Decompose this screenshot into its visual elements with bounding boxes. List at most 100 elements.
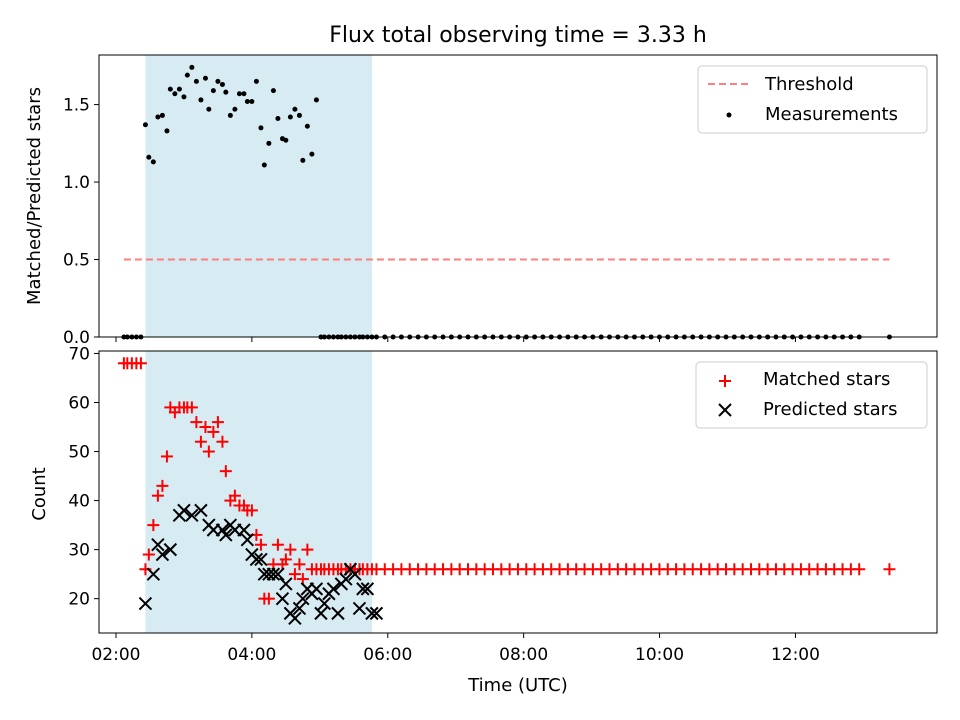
- measurement-point: [253, 78, 259, 84]
- measurement-point: [146, 154, 152, 160]
- count-panel: 20 30 40 50 60 70 02:00 04:00 06:00 08:00 10:00 12…: [29, 344, 938, 696]
- measurement-point: [275, 116, 281, 122]
- x-tick-label: 08:00: [499, 645, 548, 665]
- bottom-axes-frame: [98, 350, 938, 634]
- predicted-point: [271, 567, 285, 581]
- predicted-point: [240, 533, 255, 547]
- predicted-point: [317, 596, 332, 611]
- measurement-point: [300, 157, 306, 163]
- predicted-point: [237, 523, 251, 537]
- measurements-legend-marker: [726, 112, 732, 118]
- x-tick-label: 10:00: [635, 645, 684, 665]
- predicted-point: [138, 596, 153, 611]
- predicted-legend-marker: [718, 403, 732, 417]
- matched-point: [194, 435, 207, 448]
- predicted-point: [185, 508, 199, 523]
- measurement-point: [249, 98, 255, 104]
- flux-ratio-plot: [121, 64, 892, 340]
- predicted-point: [249, 552, 264, 567]
- predicted-point: [292, 601, 307, 616]
- predicted-point: [254, 552, 268, 567]
- measurement-point: [236, 91, 242, 97]
- predicted-point: [155, 547, 170, 562]
- measurement-point: [215, 78, 221, 84]
- matched-legend-marker: [719, 375, 731, 387]
- measurement-point: [172, 91, 178, 97]
- measurement-point: [241, 91, 247, 97]
- predicted-point: [151, 538, 165, 552]
- matched-point: [219, 465, 232, 478]
- top-y-ticks: 0.0 0.5 1.0 1.5: [63, 96, 99, 348]
- observing-span-top: [145, 55, 372, 337]
- bottom-legend-box: [695, 361, 928, 429]
- measurement-point: [184, 72, 190, 78]
- flux-ratio-panel: 0.0 0.5 1.0 1.5 Flux total observing time =…: [24, 23, 938, 348]
- measurement-point: [244, 98, 250, 104]
- measurement-point: [159, 112, 165, 118]
- measurement-point: [142, 122, 148, 128]
- measurement-point: [227, 112, 233, 118]
- measurement-point: [270, 88, 276, 94]
- top-legend: Threshold Measurements: [697, 65, 928, 134]
- matched-point: [202, 445, 215, 458]
- observing-span-bottom: [145, 351, 372, 633]
- matched-point: [160, 450, 173, 463]
- matched-point: [288, 568, 301, 581]
- measurement-point: [167, 86, 173, 92]
- x-tick-label: 06:00: [363, 645, 412, 665]
- measurement-point: [283, 137, 289, 143]
- measurement-point: [258, 125, 264, 131]
- bottom-legend: Matched stars Predicted stars: [695, 361, 928, 429]
- measurements-legend-label: Measurements: [765, 104, 898, 125]
- matched-point: [142, 548, 155, 561]
- matched-point: [279, 553, 292, 566]
- x-tick-label: 04:00: [227, 645, 276, 665]
- predicted-point: [266, 567, 281, 581]
- measurement-point: [206, 106, 212, 112]
- matched-point: [151, 489, 164, 502]
- predicted-point: [339, 572, 353, 586]
- y-tick-label: 20: [68, 590, 90, 610]
- y-tick-label: 70: [68, 344, 90, 364]
- matched-point: [156, 479, 169, 492]
- matched-point: [216, 435, 229, 448]
- measurement-point: [189, 64, 195, 70]
- matched-point: [284, 543, 297, 556]
- predicted-point: [314, 606, 328, 621]
- matched-point: [185, 401, 198, 414]
- measurement-point: [164, 128, 170, 134]
- measurement-point: [176, 86, 182, 92]
- matched-point: [293, 558, 306, 571]
- measurement-point: [232, 106, 238, 112]
- predicted-point: [288, 611, 302, 625]
- matched-point: [883, 563, 896, 576]
- matched-point: [147, 519, 160, 532]
- bottom-x-ticks: 02:00 04:00 06:00 08:00 10:00 12:00: [91, 633, 820, 665]
- matched-point: [134, 357, 147, 370]
- x-tick-label: 12:00: [771, 645, 820, 665]
- x-tick-label: 02:00: [91, 645, 140, 665]
- x-axis-label: Time (UTC): [467, 675, 568, 696]
- measurement-point: [223, 89, 229, 95]
- bottom-y-ticks: 20 30 40 50 60 70: [68, 344, 99, 610]
- measurement-point: [313, 97, 319, 103]
- bottom-y-axis-label: Count: [29, 467, 50, 520]
- matched-point: [271, 538, 284, 551]
- predicted-point: [146, 567, 161, 581]
- predicted-point: [219, 528, 233, 542]
- predicted-point: [194, 503, 208, 518]
- matched-point: [301, 543, 314, 556]
- matched-point: [228, 489, 241, 502]
- matched-point: [262, 592, 275, 605]
- predicted-point: [326, 582, 341, 596]
- matched-point: [211, 416, 224, 429]
- predicted-legend-label: Predicted stars: [763, 399, 897, 420]
- measurement-point: [193, 78, 199, 84]
- y-tick-label: 60: [68, 393, 90, 413]
- predicted-point: [163, 542, 178, 557]
- measurement-point: [287, 114, 293, 120]
- predicted-point: [177, 503, 191, 518]
- measurement-point: [150, 159, 156, 165]
- matched-point: [190, 416, 203, 429]
